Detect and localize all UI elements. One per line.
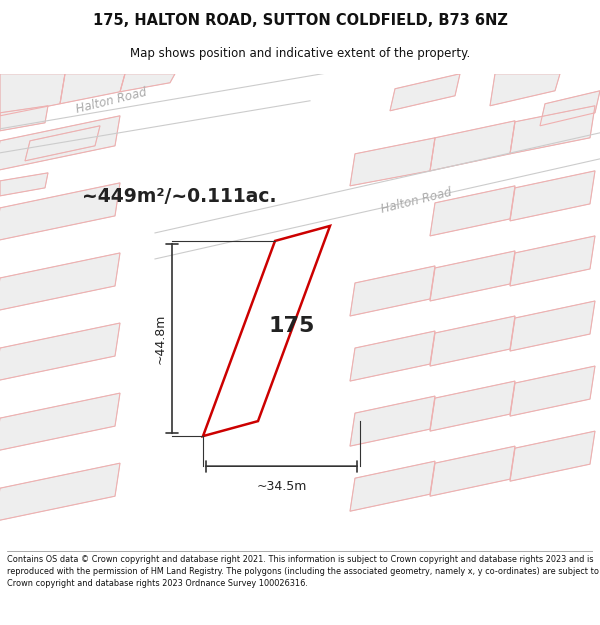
Polygon shape [430,316,515,366]
Polygon shape [350,396,435,446]
Polygon shape [510,171,595,221]
Polygon shape [350,331,435,381]
Text: Map shows position and indicative extent of the property.: Map shows position and indicative extent… [130,47,470,59]
Polygon shape [0,74,65,116]
Polygon shape [490,74,560,106]
Polygon shape [0,253,120,311]
Text: 175: 175 [268,316,314,336]
Text: Contains OS data © Crown copyright and database right 2021. This information is : Contains OS data © Crown copyright and d… [7,555,599,588]
Polygon shape [0,106,48,131]
Polygon shape [510,236,595,286]
Polygon shape [350,461,435,511]
Polygon shape [0,183,120,241]
Polygon shape [0,393,120,451]
Polygon shape [25,126,100,161]
Polygon shape [510,106,595,154]
Text: Halton Road: Halton Road [380,186,454,216]
Polygon shape [540,91,600,126]
Polygon shape [510,366,595,416]
Polygon shape [510,301,595,351]
Polygon shape [0,173,48,196]
Text: ~34.5m: ~34.5m [256,480,307,493]
Polygon shape [120,74,175,92]
Polygon shape [350,266,435,316]
Text: 175, HALTON ROAD, SUTTON COLDFIELD, B73 6NZ: 175, HALTON ROAD, SUTTON COLDFIELD, B73 … [92,13,508,28]
Polygon shape [60,74,125,104]
Text: Halton Road: Halton Road [75,86,149,116]
Polygon shape [0,323,120,381]
Polygon shape [0,116,120,171]
Polygon shape [390,74,460,111]
Polygon shape [0,463,120,521]
Polygon shape [430,381,515,431]
Polygon shape [510,431,595,481]
Polygon shape [203,226,330,436]
Text: ~449m²/~0.111ac.: ~449m²/~0.111ac. [82,187,277,206]
Polygon shape [430,186,515,236]
Polygon shape [430,446,515,496]
Text: ~44.8m: ~44.8m [154,313,167,364]
Polygon shape [430,251,515,301]
Polygon shape [350,138,435,186]
Polygon shape [430,121,515,171]
